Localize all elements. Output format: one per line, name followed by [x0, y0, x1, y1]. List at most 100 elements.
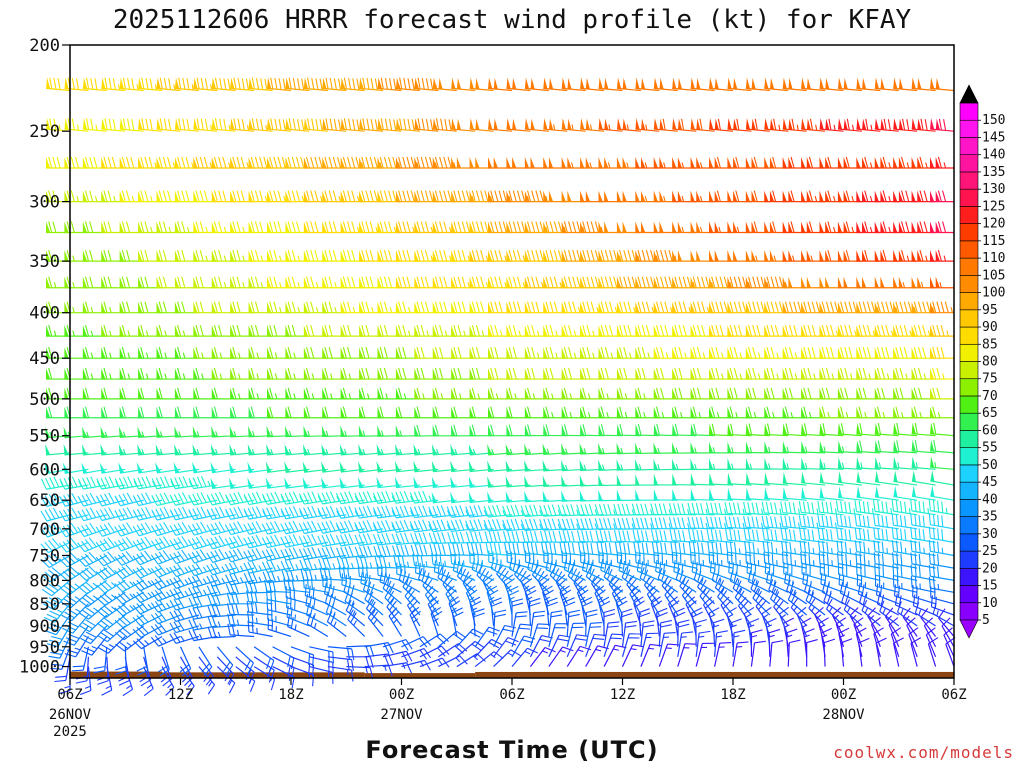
barb-flag	[86, 118, 90, 130]
barb-flag	[59, 478, 66, 490]
barb-flag	[48, 387, 53, 400]
barb-flag	[81, 525, 89, 536]
barb-flag	[144, 221, 149, 233]
barb-half-flag	[260, 255, 264, 262]
barb-half-flag	[113, 195, 116, 202]
barb-flag	[227, 673, 235, 685]
barb-flag	[121, 603, 131, 613]
barb-pennant	[64, 118, 69, 130]
barb-pennant	[156, 325, 161, 337]
barb-flag	[173, 552, 181, 563]
barb-flag	[114, 556, 123, 566]
barb-flag	[203, 672, 212, 683]
barb-pennant	[101, 221, 106, 233]
barb-flag	[125, 564, 134, 574]
barb-flag	[86, 477, 92, 488]
barb-pennant	[193, 368, 198, 380]
barb-flag	[250, 190, 255, 202]
barb-flag	[181, 535, 189, 547]
barb-flag	[213, 156, 218, 169]
barb-pennant	[138, 347, 143, 359]
barb-flag	[162, 536, 171, 547]
barb-half-flag	[178, 448, 182, 455]
barb-flag	[199, 276, 204, 288]
barb-pennant	[101, 301, 106, 313]
barb-pennant	[82, 156, 88, 168]
barb-flag	[95, 571, 105, 581]
wind-barb	[206, 562, 236, 576]
barb-flag	[254, 156, 260, 169]
barb-pennant	[174, 190, 180, 202]
barb-half-flag	[146, 684, 152, 689]
barb-flag	[224, 551, 232, 563]
barb-flag	[52, 493, 60, 504]
barb-flag	[165, 687, 175, 696]
barb-half-flag	[238, 352, 241, 359]
barb-flag	[191, 538, 199, 549]
barb-flag	[85, 367, 90, 380]
barb-flag	[133, 478, 139, 490]
barb-flag	[195, 324, 200, 337]
barb-flag	[85, 606, 96, 615]
barb-pennant	[101, 406, 106, 418]
barb-flag	[63, 509, 70, 521]
barb-flag	[136, 553, 145, 564]
barb-pennant	[192, 443, 198, 455]
barb-flag	[264, 78, 268, 91]
barb-half-flag	[53, 282, 57, 288]
barb-staff	[174, 128, 199, 132]
barb-pennant	[138, 406, 143, 418]
barb-flag	[122, 118, 126, 130]
barb-half-flag	[205, 255, 208, 262]
barb-pennant	[230, 276, 235, 288]
barb-pennant	[211, 387, 216, 399]
barb-flag	[246, 590, 250, 602]
barb-flag	[136, 626, 146, 636]
barb-flag	[150, 602, 159, 613]
wind-barb	[58, 522, 89, 538]
barb-flag	[158, 276, 163, 288]
barb-flag	[158, 221, 163, 233]
barb-flag	[415, 561, 417, 573]
barb-pennant	[82, 347, 88, 359]
barb-flag	[270, 492, 277, 504]
barb-flag	[48, 494, 56, 505]
wind-barb	[243, 571, 273, 585]
barb-pennant	[230, 118, 235, 130]
barb-flag	[247, 610, 250, 623]
wind-barb	[82, 77, 107, 92]
barb-flag	[206, 524, 213, 536]
barb-pennant	[138, 156, 143, 168]
barb-flag	[270, 506, 277, 518]
barb-flag	[177, 347, 182, 359]
barb-half-flag	[215, 431, 218, 437]
wind-barb	[169, 521, 200, 536]
barb-flag	[200, 521, 207, 533]
barb-flag	[177, 620, 185, 631]
barb-flag	[196, 492, 203, 504]
barb-flag	[224, 563, 232, 575]
barb-flag	[44, 495, 52, 506]
barb-half-flag	[196, 448, 200, 455]
barb-flag	[122, 689, 133, 697]
wind-barb	[150, 599, 181, 613]
barb-pennant	[46, 221, 51, 233]
barb-flag	[229, 573, 236, 585]
wind-barb	[115, 635, 145, 652]
barb-flag	[93, 156, 98, 169]
barb-flag	[140, 624, 149, 634]
barb-half-flag	[255, 617, 258, 624]
barb-pennant	[64, 221, 69, 233]
barb-flag	[611, 633, 624, 636]
barb-flag	[195, 367, 200, 380]
barb-flag	[210, 584, 217, 596]
barb-flag	[121, 406, 126, 418]
barb-flag	[265, 549, 273, 561]
barb-half-flag	[74, 596, 81, 601]
barb-flag	[251, 522, 258, 533]
barb-pennant	[193, 250, 198, 262]
barb-flag	[158, 564, 167, 575]
barb-flag	[62, 525, 71, 536]
barb-flag	[192, 586, 199, 598]
barb-flag	[312, 664, 315, 677]
